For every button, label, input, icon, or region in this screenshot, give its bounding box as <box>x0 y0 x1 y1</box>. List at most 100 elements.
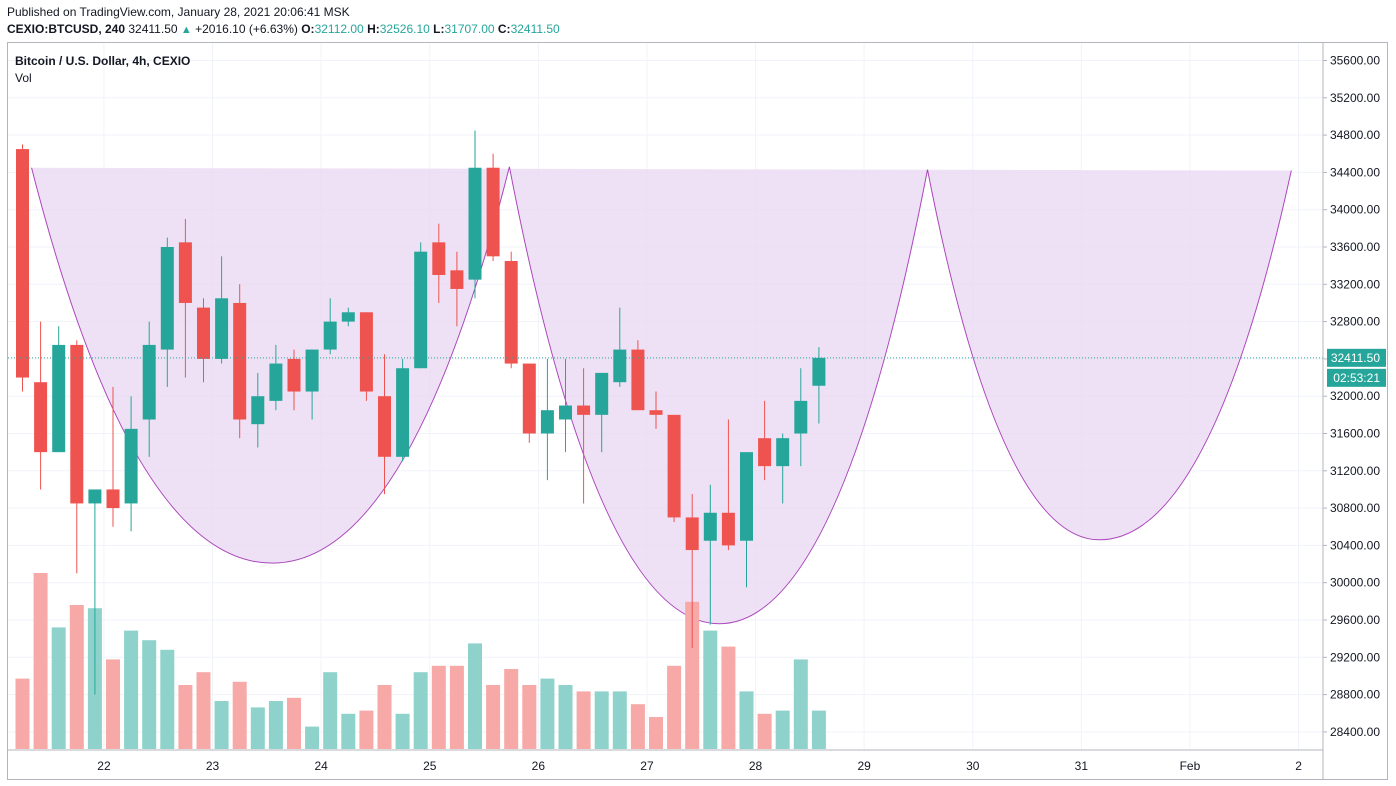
candle-body[interactable] <box>468 167 482 280</box>
candle-body[interactable] <box>142 344 156 420</box>
volume-bar <box>287 697 301 749</box>
volume-bar <box>178 685 193 749</box>
candle-body[interactable] <box>522 363 536 434</box>
candle-body[interactable] <box>703 512 717 541</box>
volume-bar <box>214 701 229 749</box>
candle-body[interactable] <box>160 247 174 350</box>
y-tick-label: 30000.00 <box>1330 576 1380 590</box>
y-tick-label: 33600.00 <box>1330 240 1380 254</box>
volume-bar <box>196 672 211 749</box>
symbol-label[interactable]: CEXIO:BTCUSD, 240 <box>7 22 126 36</box>
candle-body[interactable] <box>396 368 410 457</box>
candle-body[interactable] <box>106 489 120 509</box>
x-tick-label: 25 <box>423 759 437 773</box>
y-tick-label: 30800.00 <box>1330 501 1380 515</box>
legend-volume[interactable]: Vol <box>15 71 32 85</box>
candle-body[interactable] <box>595 372 609 415</box>
candle-body[interactable] <box>378 396 391 457</box>
candle-body[interactable] <box>215 298 229 359</box>
candle-body[interactable] <box>721 512 735 546</box>
volume-bar <box>630 704 645 749</box>
close-key: C: <box>497 22 511 36</box>
volume-bar <box>649 717 663 749</box>
volume-bar <box>739 691 754 749</box>
candle-body[interactable] <box>740 452 753 541</box>
candle-body[interactable] <box>794 400 808 434</box>
volume-bar <box>250 707 265 749</box>
candle-body[interactable] <box>613 349 627 383</box>
countdown-label: 02:53:21 <box>1333 371 1380 385</box>
candle-body[interactable] <box>341 312 355 322</box>
candle-body[interactable] <box>450 270 464 289</box>
volume-bar <box>323 672 338 749</box>
candle-body[interactable] <box>540 410 554 434</box>
y-tick-label: 33200.00 <box>1330 277 1380 291</box>
candle-body[interactable] <box>251 396 265 425</box>
volume-bar <box>69 605 84 749</box>
volume-bar <box>612 691 627 749</box>
candle-body[interactable] <box>667 414 681 518</box>
legend-title[interactable]: Bitcoin / U.S. Dollar, 4h, CEXIO <box>15 54 191 68</box>
volume-bar <box>160 649 175 749</box>
candle-body[interactable] <box>812 357 826 386</box>
candle-body[interactable] <box>269 363 283 401</box>
volume-bar <box>268 701 283 749</box>
published-note: Published on TradingView.com, January 28… <box>7 5 350 19</box>
candle-body[interactable] <box>197 307 210 359</box>
last-price: 32411.50 <box>128 22 178 36</box>
candle-body[interactable] <box>34 382 48 453</box>
x-tick-label: 29 <box>857 759 871 773</box>
low-key: L: <box>433 22 445 36</box>
volume-bar <box>793 659 808 749</box>
x-tick-label: 28 <box>749 759 763 773</box>
y-tick-label: 34800.00 <box>1330 128 1380 142</box>
volume-bar <box>775 710 790 749</box>
candle-body[interactable] <box>685 517 699 551</box>
x-tick-label: 22 <box>97 759 111 773</box>
candle-body[interactable] <box>486 167 500 257</box>
volume-bar <box>540 678 555 749</box>
volume-bar <box>576 691 591 749</box>
candle-body[interactable] <box>649 410 663 415</box>
candle-body[interactable] <box>631 349 645 411</box>
candle-body[interactable] <box>16 149 29 378</box>
volume-bar <box>33 573 48 749</box>
candle-body[interactable] <box>776 438 790 467</box>
candle-body[interactable] <box>414 251 428 369</box>
candle-body[interactable] <box>178 242 192 303</box>
y-tick-label: 29600.00 <box>1330 613 1380 627</box>
candle-body[interactable] <box>432 242 446 275</box>
pattern-curve[interactable] <box>31 166 1292 625</box>
candle-body[interactable] <box>88 489 102 504</box>
candle-body[interactable] <box>52 344 66 453</box>
candle-body[interactable] <box>577 405 591 415</box>
volume-bar <box>377 685 392 749</box>
candle-body[interactable] <box>124 428 138 504</box>
volume-bar <box>431 665 446 749</box>
candle-body[interactable] <box>305 349 319 392</box>
countdown-tag <box>1327 368 1386 387</box>
candle-body[interactable] <box>287 358 301 392</box>
y-tick-label: 35200.00 <box>1330 91 1380 105</box>
candle-body[interactable] <box>758 438 772 467</box>
x-tick-label: 24 <box>314 759 328 773</box>
x-tick-label: 27 <box>640 759 654 773</box>
volume-bar <box>142 640 157 749</box>
candle-body[interactable] <box>233 302 247 420</box>
volume-bar <box>703 630 718 749</box>
volume-bar <box>721 646 736 749</box>
candle-body[interactable] <box>504 260 518 364</box>
volume-bar <box>413 672 428 749</box>
pattern-fill <box>31 166 1292 624</box>
x-tick-label: 23 <box>206 759 220 773</box>
x-tick-label: 2 <box>1295 759 1302 773</box>
candle-body[interactable] <box>70 344 84 504</box>
candle-body[interactable] <box>323 321 337 350</box>
open-value: 32112.00 <box>314 22 364 36</box>
last-price-label: 32411.50 <box>1331 351 1380 365</box>
candle-body[interactable] <box>559 405 572 420</box>
low-value: 31707.00 <box>444 22 495 36</box>
y-tick-label: 35600.00 <box>1330 54 1380 68</box>
candle-body[interactable] <box>359 312 373 392</box>
